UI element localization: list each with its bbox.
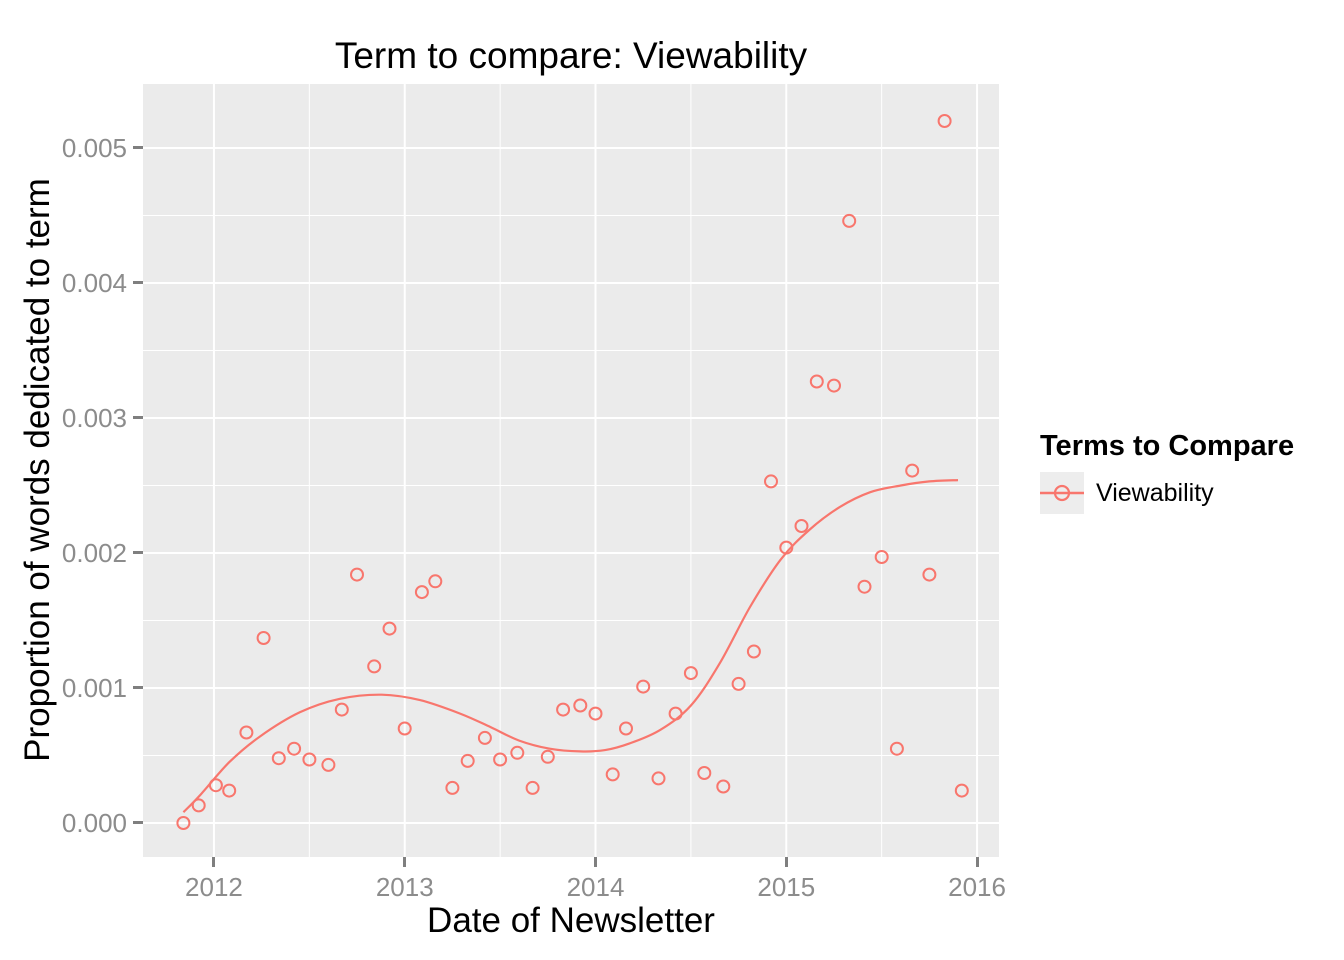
- data-point: [302, 752, 317, 767]
- data-point: [556, 702, 571, 717]
- x-tick-label: 2015: [757, 872, 816, 902]
- data-point: [809, 374, 824, 389]
- data-point: [605, 767, 620, 782]
- data-point: [287, 741, 302, 756]
- data-point: [525, 780, 540, 795]
- data-point: [176, 816, 191, 830]
- data-point: [540, 749, 555, 764]
- data-point: [493, 752, 508, 767]
- data-point: [779, 540, 794, 555]
- data-point: [668, 706, 683, 721]
- y-tick-label: 0.001: [61, 672, 127, 703]
- data-point: [794, 519, 809, 533]
- y-tick-mark: [133, 686, 143, 690]
- x-tick-label: 2012: [185, 872, 243, 902]
- plot-canvas: [143, 84, 999, 857]
- y-tick-label: 0.002: [61, 537, 127, 568]
- data-point: [697, 766, 712, 780]
- x-axis-title: Date of Newsletter: [427, 901, 715, 940]
- smooth-line: [182, 479, 959, 813]
- data-point: [334, 702, 349, 717]
- data-point: [651, 771, 666, 786]
- data-point: [764, 474, 778, 489]
- data-point: [922, 567, 937, 582]
- data-point: [367, 659, 382, 674]
- legend-title: Terms to Compare: [1040, 430, 1295, 462]
- legend-label-viewability: Viewability: [1096, 478, 1214, 507]
- legend-key-icon: [1040, 472, 1084, 514]
- y-tick-mark: [133, 146, 143, 150]
- y-tick-mark: [133, 821, 143, 825]
- data-point: [460, 753, 475, 768]
- data-point: [350, 567, 364, 582]
- x-tick-label: 2016: [948, 872, 1006, 902]
- data-point: [683, 666, 698, 681]
- data-point: [445, 780, 460, 795]
- data-point: [636, 679, 651, 694]
- data-point: [857, 579, 872, 594]
- data-point: [397, 721, 412, 736]
- x-tick-mark: [784, 857, 788, 867]
- x-tick-mark: [975, 857, 979, 867]
- data-point: [619, 721, 633, 736]
- data-point: [382, 621, 397, 636]
- x-tick-label: 2014: [566, 872, 625, 902]
- y-tick-label: 0.005: [61, 132, 127, 163]
- y-tick-mark: [133, 281, 143, 285]
- data-point: [256, 631, 271, 645]
- data-point: [321, 757, 336, 772]
- data-point: [842, 213, 857, 228]
- data-point: [428, 574, 443, 589]
- legend: Terms to Compare Viewability: [1040, 430, 1294, 514]
- data-point: [573, 698, 588, 713]
- plot-panel: [143, 84, 999, 857]
- data-point: [208, 778, 223, 793]
- x-tick-label: 2013: [375, 872, 434, 902]
- data-point: [414, 585, 429, 600]
- data-point: [731, 676, 746, 691]
- y-tick-label: 0.003: [61, 402, 127, 433]
- x-tick-mark: [403, 857, 407, 867]
- x-tick-mark: [212, 857, 216, 867]
- y-tick-mark: [133, 551, 143, 555]
- data-point: [746, 644, 761, 659]
- data-point: [937, 114, 952, 128]
- y-tick-label: 0.000: [61, 807, 127, 838]
- data-point: [905, 463, 920, 478]
- y-tick-label: 0.004: [61, 267, 127, 298]
- plot-title: Term to compare: Viewability: [334, 35, 808, 76]
- data-point: [889, 741, 904, 756]
- data-point: [954, 783, 969, 798]
- data-point: [191, 798, 206, 813]
- data-point: [477, 730, 492, 745]
- data-point: [510, 745, 525, 760]
- legend-key-circle: [1053, 484, 1071, 502]
- data-point: [222, 783, 237, 798]
- data-point: [827, 378, 841, 393]
- data-point: [874, 550, 889, 564]
- data-point: [716, 779, 731, 794]
- data-point: [588, 706, 603, 721]
- x-tick-mark: [594, 857, 597, 867]
- data-point: [239, 725, 254, 740]
- legend-item-viewability: Viewability: [1040, 472, 1294, 514]
- data-point: [271, 751, 286, 766]
- y-tick-mark: [133, 416, 143, 420]
